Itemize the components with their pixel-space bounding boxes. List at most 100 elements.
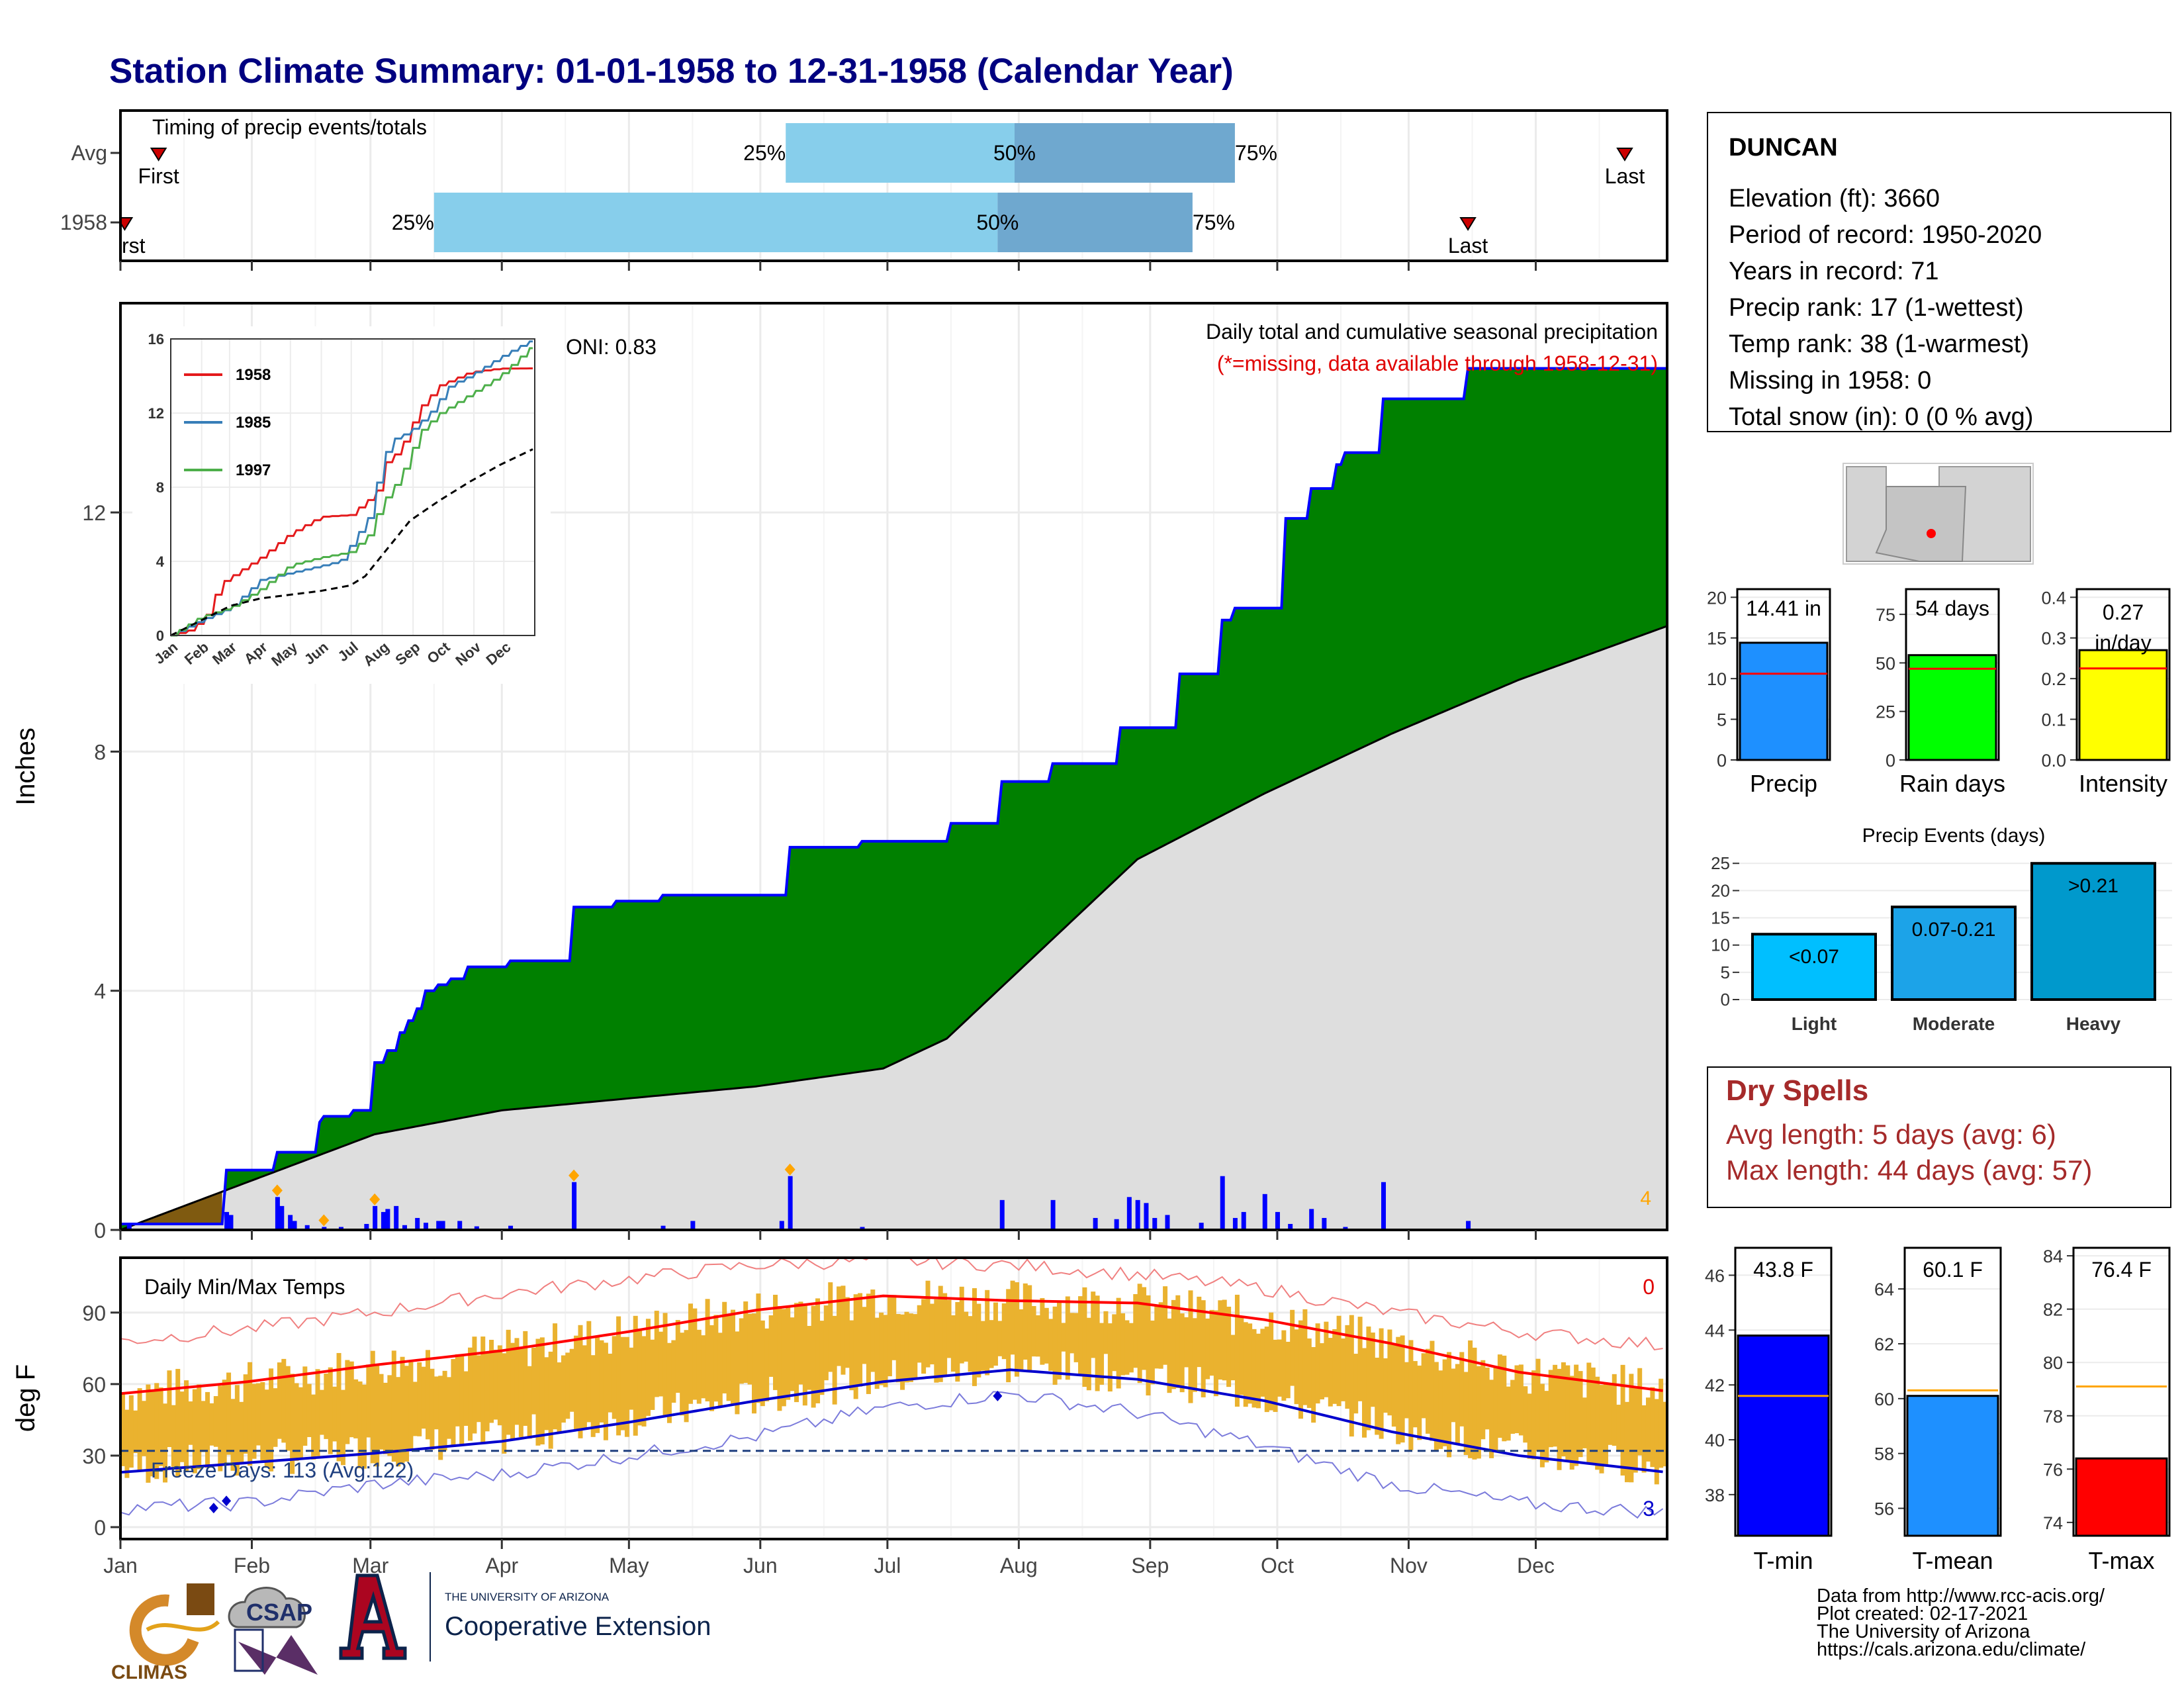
daily-precip-bar <box>322 1227 327 1230</box>
daily-temp-bar <box>391 1350 396 1462</box>
temp-summary-frame <box>1734 1246 1833 1537</box>
daily-temp-bar <box>781 1309 786 1407</box>
summary-value-label: 0.27 <box>2103 600 2144 624</box>
footer-line-1: Data from http://www.rcc-acis.org/ <box>1817 1585 2105 1607</box>
events-bar-label: 0.07-0.21 <box>1912 919 1996 941</box>
summary-tick-label: 10 <box>1707 669 1727 689</box>
daily-temp-bar <box>1375 1358 1380 1435</box>
daily-temp-bar <box>1255 1333 1261 1409</box>
timing-marker-label: Last <box>1448 234 1488 258</box>
daily-temp-bar <box>976 1303 981 1378</box>
daily-temp-bar <box>1052 1306 1058 1385</box>
daily-temp-bar <box>1523 1386 1528 1443</box>
daily-temp-bar <box>1006 1289 1011 1383</box>
summary-bars: 0 5 10 15 20 14.41 in Precip 0 25 50 75 54 days Rain… <box>1707 588 2171 797</box>
timing-q50-label: 50% <box>976 211 1019 234</box>
daily-temp-bar <box>900 1314 905 1390</box>
daily-temp-bar <box>841 1286 846 1375</box>
daily-temp-bar <box>972 1288 977 1386</box>
daily-temp-bar <box>1154 1305 1160 1369</box>
daily-temp-bar <box>502 1353 507 1454</box>
temp-count-top: 0 <box>1643 1275 1655 1299</box>
daily-temp-bar <box>620 1336 625 1430</box>
daily-temp-bar <box>739 1318 744 1384</box>
daily-temp-bar <box>349 1361 354 1438</box>
daily-temp-bar <box>1095 1295 1100 1391</box>
daily-temp-bar <box>1426 1348 1431 1434</box>
daily-precip-bar <box>508 1225 514 1230</box>
daily-temp-bar <box>726 1314 731 1401</box>
inset-legend-label: 1997 <box>236 461 271 479</box>
daily-temp-bar <box>870 1289 876 1372</box>
daily-temp-bar <box>1001 1303 1007 1360</box>
daily-temp-bar <box>696 1329 702 1404</box>
daily-temp-bar <box>1582 1397 1587 1448</box>
daily-temp-bar <box>968 1316 973 1372</box>
daily-temp-bar <box>248 1362 253 1466</box>
daily-temp-bar <box>1430 1340 1435 1441</box>
daily-temp-bar <box>1455 1364 1460 1444</box>
daily-temp-bar <box>1065 1296 1070 1380</box>
timing-title: Timing of precip events/totals <box>152 115 427 139</box>
daily-temp-bar <box>476 1355 481 1423</box>
month-label-Apr: Apr <box>485 1554 518 1577</box>
daily-temp-bar <box>306 1383 312 1437</box>
daily-temp-bar <box>451 1359 456 1447</box>
daily-temp-bar <box>1103 1311 1109 1354</box>
daily-temp-bar <box>1650 1387 1655 1468</box>
missing-note: (*=missing, data available through 1958-… <box>1217 352 1658 375</box>
daily-precip-bar <box>288 1215 293 1230</box>
daily-temp-bar <box>1222 1299 1227 1381</box>
daily-temp-bar <box>1345 1325 1350 1409</box>
daily-temp-bar <box>1590 1367 1596 1463</box>
inset-ytick-label: 16 <box>148 331 164 348</box>
daily-temp-bar <box>1641 1405 1647 1473</box>
daily-temp-bar <box>1031 1305 1036 1357</box>
temp-summary-tick-label: 40 <box>1705 1430 1725 1450</box>
daily-temp-bar <box>938 1286 943 1382</box>
temp-summary-tick-label: 58 <box>1874 1444 1894 1464</box>
daily-temp-bar <box>1514 1365 1520 1434</box>
summary-tick-label: 20 <box>1707 588 1727 608</box>
daily-temp-bar <box>497 1345 502 1426</box>
daily-temp-bar <box>1480 1360 1486 1440</box>
daily-temp-bar <box>179 1391 185 1462</box>
daily-temp-bar <box>1234 1294 1240 1407</box>
daily-temp-bar <box>578 1325 583 1438</box>
daily-precip-bar <box>402 1225 407 1230</box>
daily-temp-bar <box>154 1383 159 1479</box>
daily-temp-bar <box>345 1360 350 1444</box>
daily-temp-bar <box>1010 1280 1015 1355</box>
daily-precip-bar <box>275 1197 280 1230</box>
daily-temp-bar <box>290 1374 295 1474</box>
daily-temp-bar <box>201 1401 206 1452</box>
precip-panel-title: Daily total and cumulative seasonal prec… <box>1206 320 1658 344</box>
csap-logo: CSAP <box>228 1587 318 1675</box>
daily-temp-bar <box>239 1401 244 1463</box>
events-tick-label: 25 <box>1711 853 1730 873</box>
daily-temp-bar <box>1336 1315 1342 1407</box>
temp-summary-value: 43.8 F <box>1753 1258 1813 1282</box>
daily-precip-bar <box>1135 1199 1140 1230</box>
daily-precip-bar <box>788 1176 793 1230</box>
daily-temp-bar <box>285 1366 291 1451</box>
daily-temp-bar <box>866 1293 871 1394</box>
events-tick-label: 15 <box>1711 908 1730 928</box>
daily-temp-bar <box>705 1299 710 1402</box>
daily-temp-bar <box>1277 1339 1282 1397</box>
daily-temp-bar <box>1497 1354 1502 1438</box>
daily-temp-bar <box>264 1389 269 1468</box>
daily-temp-bar <box>980 1321 985 1371</box>
daily-temp-bar <box>1171 1299 1176 1389</box>
daily-temp-bar <box>862 1307 867 1364</box>
daily-temp-bar <box>1391 1344 1396 1427</box>
daily-temp-bar <box>756 1293 761 1403</box>
daily-temp-bar <box>1167 1318 1172 1393</box>
daily-temp-bar <box>188 1401 193 1445</box>
summary-tick-label: 0.3 <box>2041 629 2066 649</box>
daily-temp-bar <box>1510 1380 1516 1434</box>
daily-temp-bar <box>324 1373 329 1439</box>
daily-temp-bar <box>1518 1364 1524 1436</box>
daily-temp-bar <box>684 1330 689 1423</box>
summary-tick-label: 5 <box>1717 710 1727 730</box>
